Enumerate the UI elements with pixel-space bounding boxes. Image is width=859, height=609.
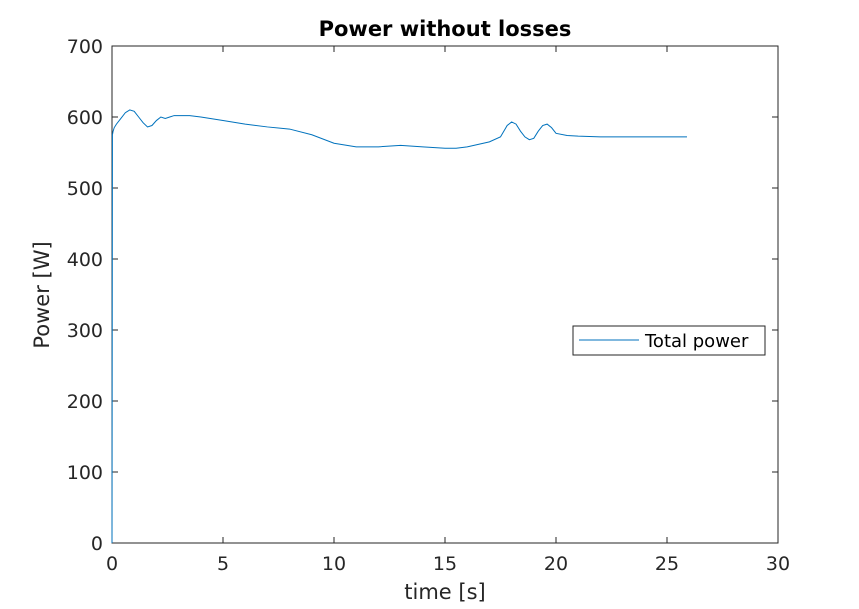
- y-tick-label: 100: [67, 462, 103, 484]
- legend-entry-total-power: Total power: [644, 331, 749, 352]
- x-tick-label: 10: [322, 553, 346, 575]
- y-tick-label: 400: [67, 249, 103, 271]
- y-tick-label: 0: [91, 533, 103, 555]
- plot-area: [111, 45, 779, 544]
- x-tick-label: 0: [106, 553, 118, 575]
- legend: Total power: [572, 325, 766, 356]
- x-tick-label: 15: [433, 553, 457, 575]
- y-axis-label: Power [W]: [30, 241, 54, 348]
- x-tick-label: 30: [766, 553, 790, 575]
- y-tick-label: 500: [67, 178, 103, 200]
- series-line-total-power: [111, 109, 687, 544]
- chart-title: Power without losses: [319, 17, 572, 41]
- x-tick-label: 25: [655, 553, 679, 575]
- y-tick-label: 600: [67, 107, 103, 129]
- y-tick-label: 700: [67, 36, 103, 58]
- y-axis: 0 100 200 300 400 500 600 700: [67, 36, 778, 555]
- x-axis-label: time [s]: [404, 580, 485, 604]
- x-axis: 0 5 10 15 20 25 30: [106, 46, 790, 575]
- x-tick-label: 5: [217, 553, 229, 575]
- x-tick-label: 20: [544, 553, 568, 575]
- y-tick-label: 200: [67, 391, 103, 413]
- y-tick-label: 300: [67, 320, 103, 342]
